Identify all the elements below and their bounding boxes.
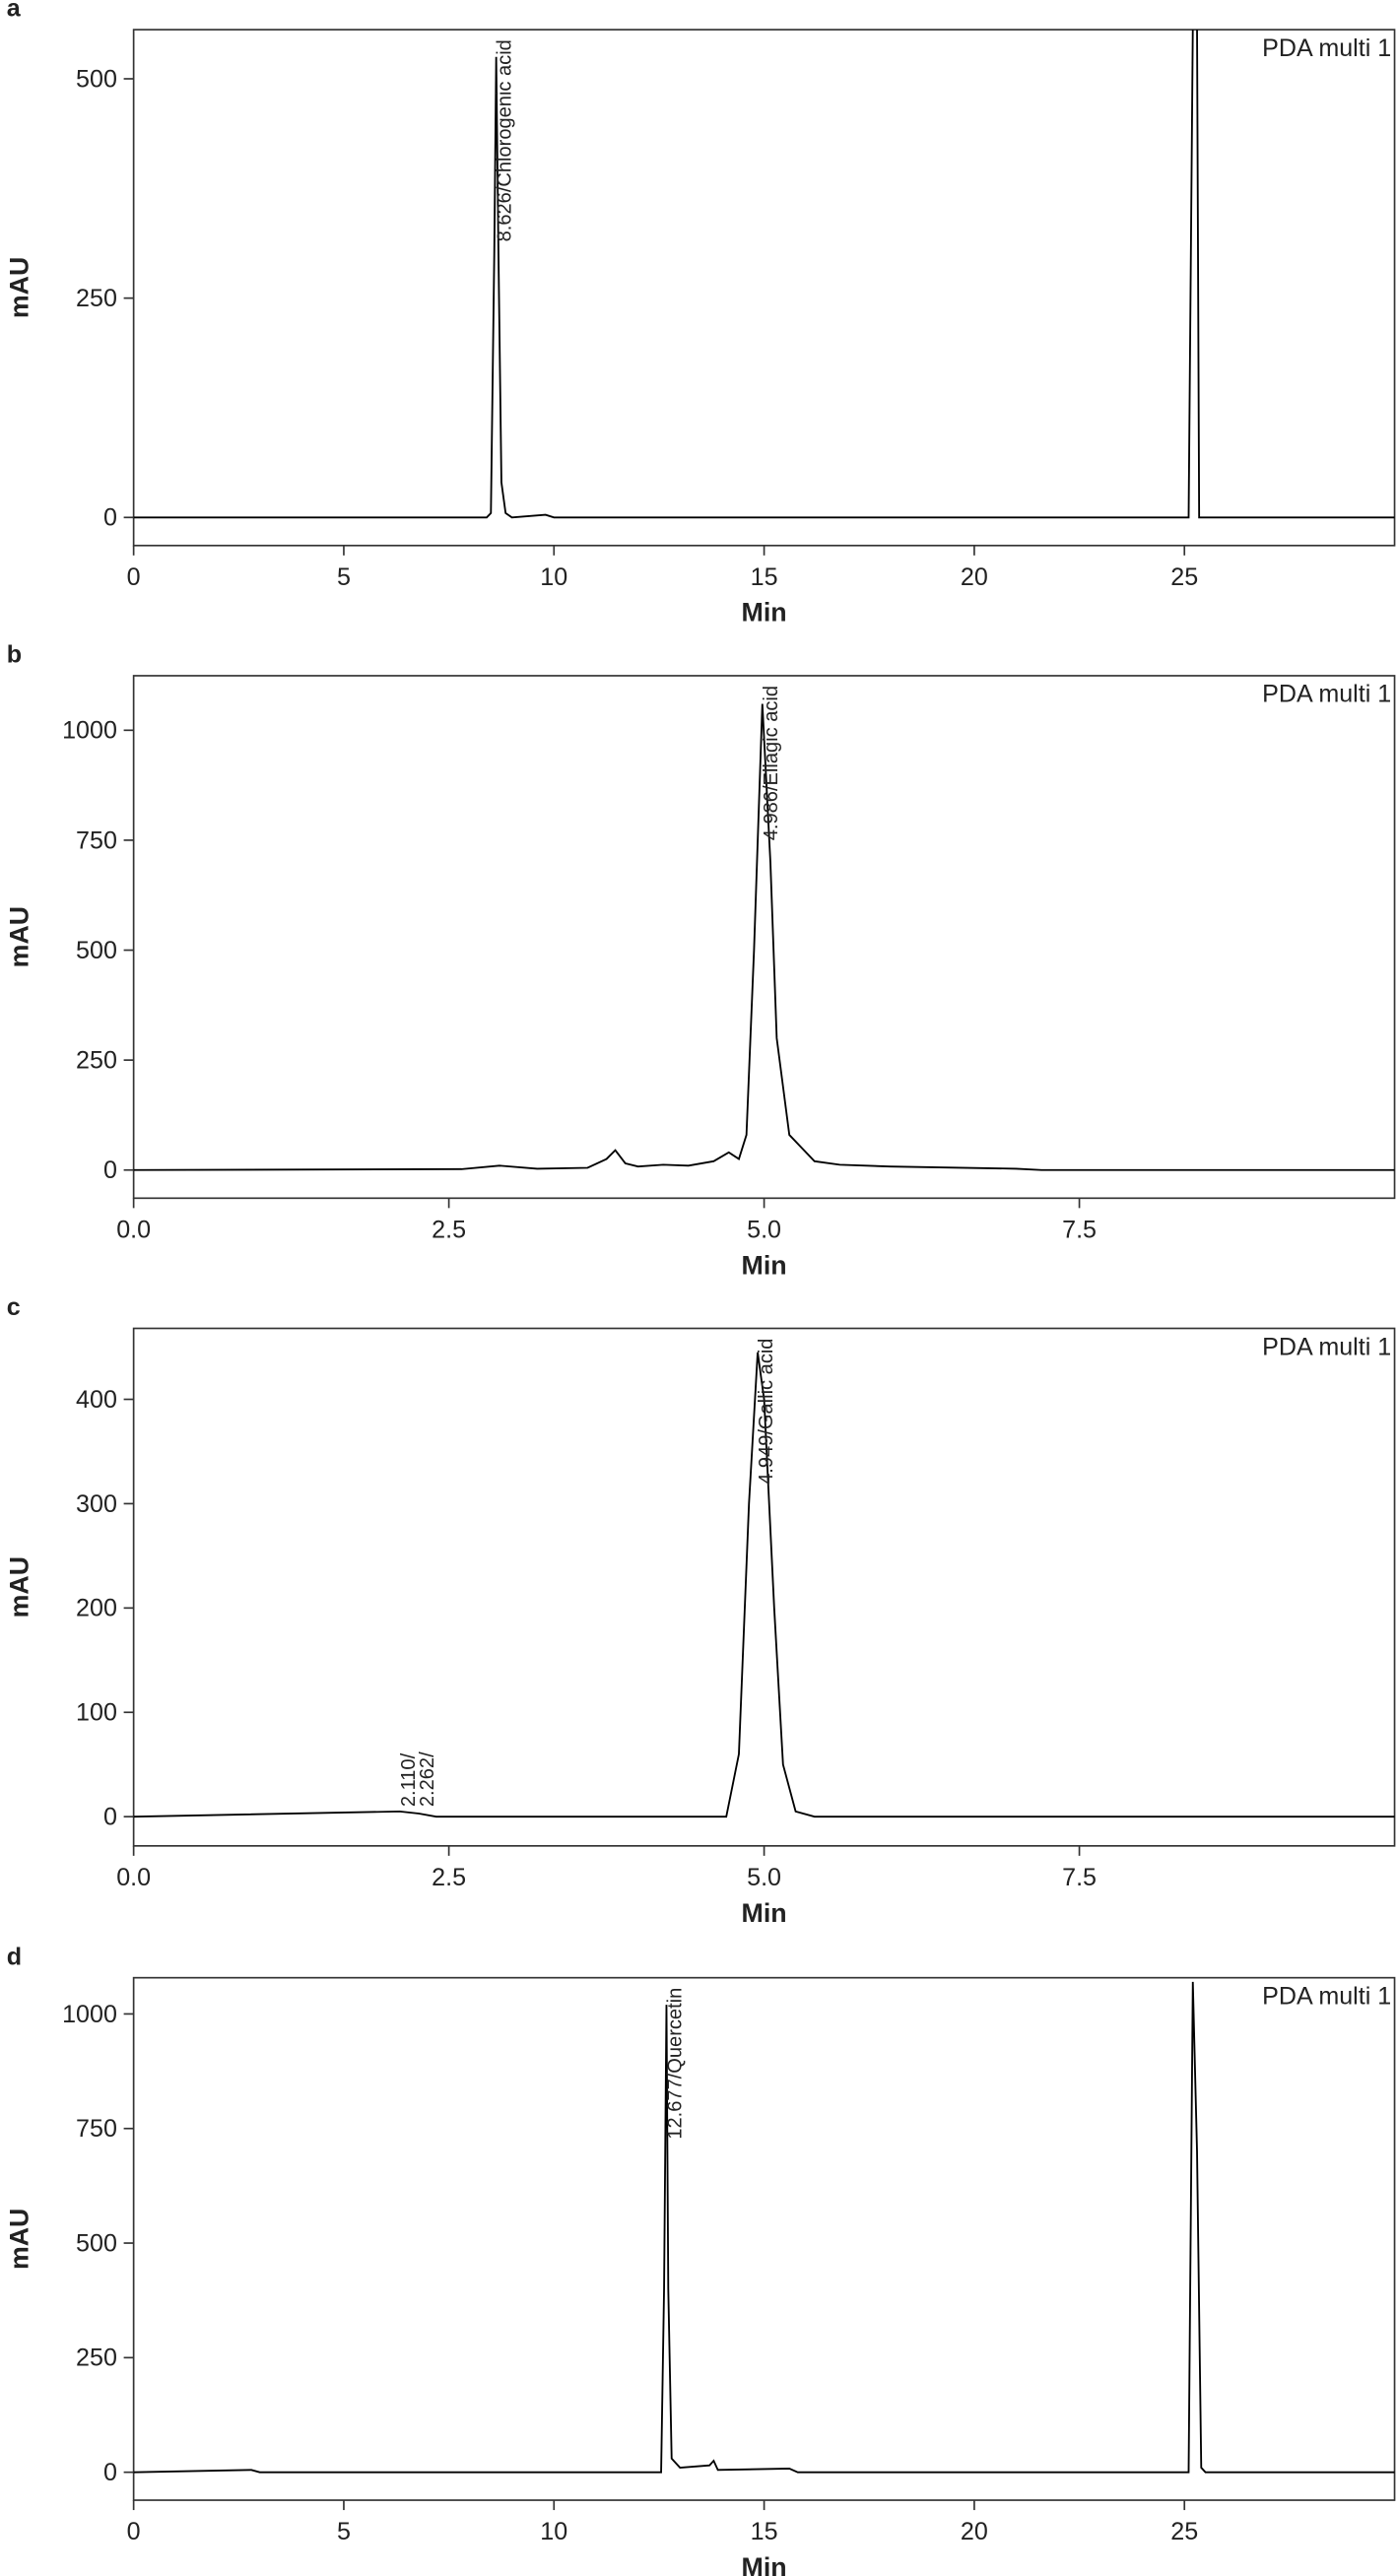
- x-tick-label: 5.0: [747, 1216, 781, 1243]
- panel-letter: a: [7, 0, 22, 23]
- x-axis-label: Min: [742, 598, 787, 627]
- peak-annotation: 2.262/: [417, 1751, 438, 1807]
- x-tick-label: 5: [337, 2518, 351, 2545]
- y-tick-label: 250: [76, 285, 117, 312]
- legend-label: PDA multi 1: [1262, 1333, 1391, 1360]
- x-tick-label: 25: [1170, 2518, 1198, 2545]
- peak-annotation: 8.626/Chlorogenic acid: [495, 39, 516, 241]
- y-axis-label: mAU: [5, 2209, 34, 2270]
- y-tick-label: 0: [103, 1804, 117, 1831]
- plot-frame: [132, 29, 1396, 547]
- panel-letter: d: [7, 1943, 22, 1970]
- y-tick-label: 250: [76, 1047, 117, 1075]
- x-tick-label: 25: [1170, 563, 1198, 591]
- legend-label: PDA multi 1: [1262, 1982, 1391, 2010]
- x-tick-label: 2.5: [432, 1864, 466, 1891]
- x-tick-label: 20: [961, 2518, 988, 2545]
- panel-letter: b: [7, 641, 22, 669]
- y-tick-label: 500: [76, 65, 117, 93]
- panel: c 0.0 2.5 5.0 7.5 0 100 200 300 400 Min mAU PDA mult…: [5, 1293, 1396, 1928]
- y-tick-label: 0: [103, 1156, 117, 1184]
- x-tick-label: 0: [127, 563, 141, 591]
- x-axis-label: Min: [742, 2552, 787, 2576]
- y-tick-label: 1000: [62, 2001, 117, 2028]
- x-tick-label: 0.0: [116, 1216, 151, 1243]
- x-axis-label: Min: [742, 1898, 787, 1928]
- panel-letter: c: [7, 1293, 21, 1321]
- peak-annotation: 12.677/Quercetin: [665, 1988, 687, 2140]
- x-axis-label: Min: [742, 1250, 787, 1280]
- plot-frame: [132, 1976, 1396, 2501]
- x-tick-label: 15: [751, 563, 778, 591]
- peak-annotation: 4.949/Gallic acid: [756, 1339, 777, 1485]
- x-tick-label: 20: [961, 563, 988, 591]
- x-tick-label: 7.5: [1062, 1864, 1097, 1891]
- x-tick-label: 5.0: [747, 1864, 781, 1891]
- y-tick-label: 100: [76, 1699, 117, 1727]
- x-tick-label: 10: [540, 2518, 567, 2545]
- x-tick-label: 15: [751, 2518, 778, 2545]
- x-tick-label: 5: [337, 563, 351, 591]
- y-tick-label: 200: [76, 1595, 117, 1622]
- y-tick-label: 250: [76, 2345, 117, 2372]
- y-tick-label: 300: [76, 1490, 117, 1518]
- y-tick-label: 0: [103, 2459, 117, 2486]
- y-tick-label: 400: [76, 1386, 117, 1414]
- y-tick-label: 750: [76, 826, 117, 854]
- y-tick-label: 500: [76, 937, 117, 964]
- y-tick-label: 500: [76, 2229, 117, 2257]
- panel: b 0.0 2.5 5.0 7.5 0 250 500 750 1000 Min mAU PDA mul…: [5, 641, 1396, 1280]
- y-tick-label: 0: [103, 504, 117, 532]
- y-tick-label: 1000: [62, 717, 117, 745]
- chromatogram-line: [133, 703, 1395, 1171]
- x-tick-label: 10: [540, 563, 567, 591]
- x-tick-label: 7.5: [1062, 1216, 1097, 1243]
- y-axis-label: mAU: [5, 906, 34, 967]
- legend-label: PDA multi 1: [1262, 34, 1391, 62]
- legend-label: PDA multi 1: [1262, 681, 1391, 708]
- y-axis-label: mAU: [5, 257, 34, 318]
- chromatogram-line: [133, 1981, 1395, 2474]
- y-axis-label: mAU: [5, 1556, 34, 1618]
- x-tick-label: 0: [127, 2518, 141, 2545]
- y-tick-label: 750: [76, 2115, 117, 2143]
- chromatogram-line: [133, 30, 1395, 519]
- peak-annotation: 4.986/Ellagic acid: [761, 686, 782, 840]
- x-tick-label: 0.0: [116, 1864, 151, 1891]
- x-tick-label: 2.5: [432, 1216, 466, 1243]
- chromatogram-line: [133, 1352, 1395, 1818]
- peak-annotation: 2.110/: [398, 1752, 420, 1807]
